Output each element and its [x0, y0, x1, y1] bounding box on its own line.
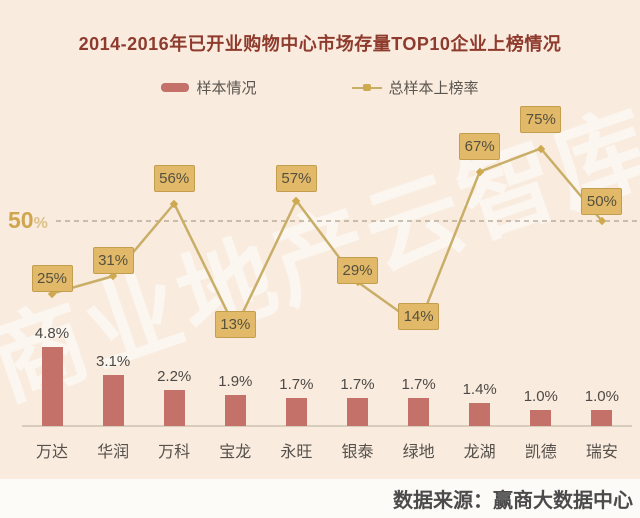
x-axis-label-万科: 万科 — [158, 444, 191, 461]
line-point-label: 31% — [92, 246, 134, 274]
x-axis-label-宝龙: 宝龙 — [219, 444, 252, 461]
x-axis-label-绿地: 绿地 — [402, 444, 435, 461]
bar-value-label: 1.0% — [584, 387, 619, 405]
line-point-label: 57% — [275, 165, 317, 193]
bar-value-label: 3.1% — [95, 352, 131, 370]
bar-value-label: 1.4% — [462, 380, 497, 398]
legend-line-label: 总样本上榜率 — [388, 79, 479, 97]
bar-龙湖 — [469, 402, 491, 426]
line-point-label: 13% — [214, 310, 256, 338]
bar-value-label: 1.7% — [279, 375, 314, 393]
rate-line — [51, 147, 603, 332]
line-point-label: 56% — [153, 165, 195, 193]
bar-value-label: 4.8% — [34, 324, 70, 342]
legend-item-line: 总样本上榜率 — [351, 77, 479, 98]
legend: 样本情况 总样本上榜率 — [0, 76, 640, 98]
line-point-label: 50% — [581, 187, 623, 215]
bar-宝龙 — [224, 394, 246, 426]
bar-凯德 — [530, 409, 552, 426]
bar-value-label: 1.0% — [523, 387, 558, 405]
x-axis-label-瑞安: 瑞安 — [585, 444, 618, 461]
x-axis-label-永旺: 永旺 — [280, 444, 313, 461]
bar-瑞安 — [591, 409, 613, 426]
data-source-text: 数据来源：赢商大数据中心 — [393, 490, 633, 512]
bar-value-label: 1.7% — [340, 375, 375, 393]
bar-value-label: 2.2% — [157, 367, 192, 385]
x-axis-label-华润: 华润 — [97, 444, 130, 461]
bar-华润 — [102, 374, 124, 426]
source-strip: 数据来源：赢商大数据中心 — [0, 479, 640, 518]
line-point-label: 67% — [459, 133, 501, 161]
line-point-label: 75% — [520, 106, 562, 133]
bar-万达 — [41, 346, 63, 426]
x-axis-label-凯德: 凯德 — [524, 444, 557, 461]
bar-value-label: 1.7% — [401, 375, 436, 393]
x-axis-line — [22, 425, 632, 427]
reference-line-label: 50% — [8, 207, 48, 233]
legend-bar-label: 样本情况 — [196, 79, 257, 97]
line-point-label: 14% — [398, 302, 440, 330]
bar-永旺 — [285, 397, 307, 426]
line-point-label: 29% — [337, 257, 378, 285]
bar-value-label: 1.9% — [218, 372, 253, 390]
x-axis-label-龙湖: 龙湖 — [463, 444, 496, 461]
x-axis-label-银泰: 银泰 — [341, 444, 374, 461]
line-swatch-icon — [351, 83, 382, 92]
line-point-label: 25% — [31, 265, 73, 292]
bar-绿地 — [408, 397, 430, 426]
legend-item-bar: 样本情况 — [161, 77, 257, 98]
x-axis-label-万达: 万达 — [35, 444, 68, 461]
bar-swatch-icon — [161, 82, 190, 92]
chart-title: 2014-2016年已开业购物中心市场存量TOP10企业上榜情况 — [78, 34, 562, 54]
bar-万科 — [163, 389, 185, 426]
bar-银泰 — [347, 397, 368, 426]
